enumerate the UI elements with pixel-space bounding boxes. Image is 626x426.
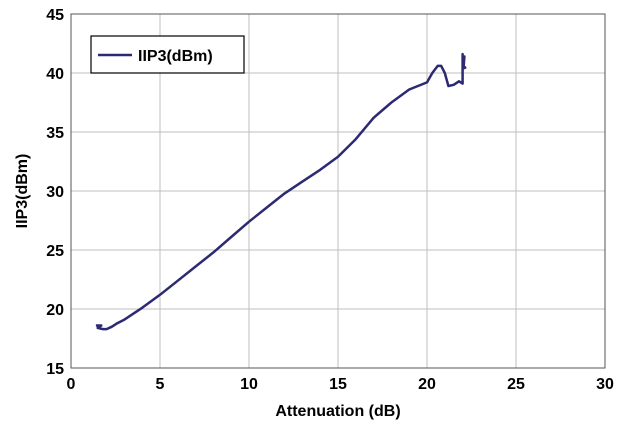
x-tick-label: 25 — [507, 376, 525, 393]
x-axis-title: Attenuation (dB) — [275, 403, 400, 420]
plot-frame — [70, 13, 606, 369]
y-tick-label: 45 — [46, 7, 64, 24]
y-tick-label: 30 — [46, 184, 64, 201]
series-layer — [95, 52, 467, 331]
x-tick-label: 30 — [596, 376, 614, 393]
legend-label: IIP3(dBm) — [138, 48, 213, 65]
legend: IIP3(dBm) — [90, 35, 245, 74]
x-tick-label: 20 — [418, 376, 436, 393]
y-tick-label: 15 — [46, 361, 64, 378]
y-tick-label: 40 — [46, 66, 64, 83]
x-tick-label: 0 — [67, 376, 76, 393]
x-tick-label: 5 — [156, 376, 165, 393]
y-axis-title: IIP3(dBm) — [14, 154, 31, 229]
y-tick-label: 25 — [46, 243, 64, 260]
y-tick-label: 20 — [46, 302, 64, 319]
x-tick-label: 15 — [329, 376, 347, 393]
tick-labels: 0 5 10 15 20 25 30 15 20 25 30 35 40 45 — [46, 7, 614, 393]
y-tick-label: 35 — [46, 125, 64, 142]
x-tick-label: 10 — [240, 376, 258, 393]
series-line-iip3 — [95, 52, 467, 331]
